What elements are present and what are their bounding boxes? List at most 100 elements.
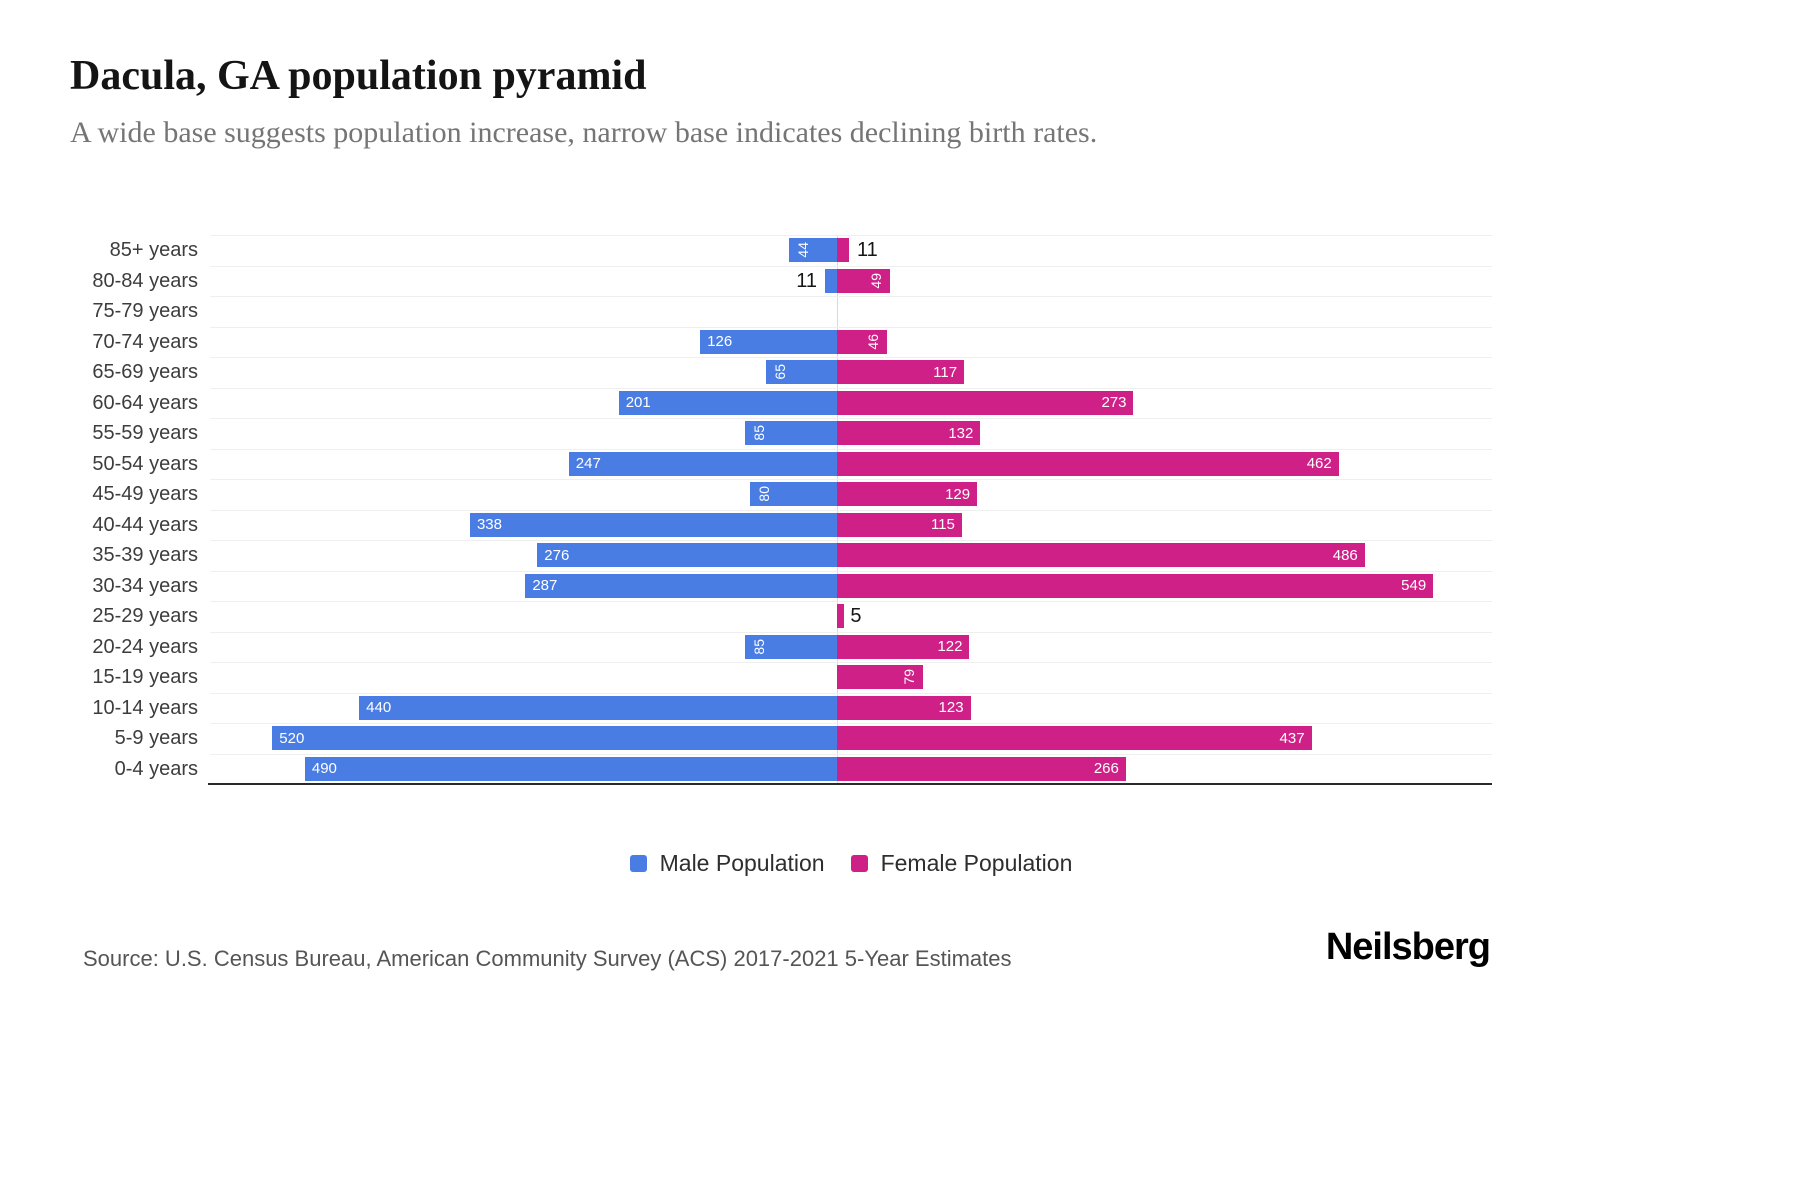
male-bar[interactable]: 201 <box>618 390 837 415</box>
y-axis-label: 30-34 years <box>92 574 198 597</box>
female-bar[interactable]: 486 <box>837 543 1365 568</box>
bar-value-label: 85 <box>750 425 767 442</box>
gridline <box>210 326 1492 328</box>
female-bar[interactable]: 46 <box>837 329 887 354</box>
bar-value-label: 65 <box>772 364 789 381</box>
male-bar[interactable]: 276 <box>537 543 837 568</box>
y-axis-label: 5-9 years <box>114 727 198 749</box>
y-axis-label: 65-69 years <box>92 361 198 383</box>
female-bar[interactable]: 549 <box>837 573 1434 598</box>
y-axis-label: 55-59 years <box>92 422 198 444</box>
female-bar[interactable]: 266 <box>837 756 1126 781</box>
female-bar[interactable]: 129 <box>837 482 978 507</box>
gridline <box>210 662 1492 663</box>
female-bar[interactable]: 437 <box>837 726 1312 751</box>
female-bar[interactable]: 49 <box>837 268 891 293</box>
male-bar[interactable]: 44 <box>789 238 837 263</box>
y-axis-label: 70-74 years <box>92 330 198 353</box>
male-bar[interactable] <box>825 268 837 293</box>
male-bar[interactable]: 490 <box>304 756 837 781</box>
bar-value-label: 46 <box>864 333 881 350</box>
male-bar[interactable]: 80 <box>750 482 837 507</box>
gridline <box>210 509 1492 511</box>
male-bar[interactable]: 440 <box>359 695 837 720</box>
legend-swatch-male-icon <box>629 855 647 872</box>
chart-subtitle: A wide base suggests population increase… <box>70 116 1098 149</box>
y-axis-label: 50-54 years <box>92 452 198 475</box>
plot-area: 44 11 126 65 201 85 247 80 338 276 287 85 440 520 490 1… <box>210 235 1492 784</box>
legend-item-male[interactable]: Male Population <box>629 850 825 877</box>
y-axis-label: 15-19 years <box>92 666 198 688</box>
bar-value-label: 440 <box>366 699 392 717</box>
male-bar[interactable]: 65 <box>766 360 837 385</box>
bar-value-label: 11 <box>796 269 818 292</box>
male-bar[interactable]: 247 <box>568 451 837 476</box>
male-bar[interactable]: 85 <box>744 421 837 446</box>
female-bar[interactable]: 115 <box>837 512 962 537</box>
gridline <box>210 357 1492 358</box>
gridline <box>210 235 1492 236</box>
legend-swatch-female-icon <box>850 855 868 872</box>
bar-value-label: 520 <box>279 729 305 747</box>
bar-value-label: 486 <box>1332 546 1358 564</box>
bar-value-label: 276 <box>544 546 570 564</box>
bar-value-label: 79 <box>900 669 917 686</box>
male-bar[interactable]: 338 <box>469 512 837 537</box>
bar-value-label: 273 <box>1101 394 1127 412</box>
gridline <box>210 387 1492 389</box>
female-bar[interactable]: 117 <box>837 360 965 385</box>
bar-value-label: 129 <box>945 485 971 503</box>
gridline <box>210 601 1492 602</box>
y-axis: 85+ years 80-84 years 75-79 years 70-74 yea… <box>0 235 198 784</box>
gridline <box>210 448 1492 450</box>
female-bar[interactable]: 123 <box>837 695 971 720</box>
gridline <box>210 570 1492 572</box>
bar-value-label: 490 <box>311 760 337 778</box>
female-bar[interactable] <box>837 604 844 629</box>
chart-title: Dacula, GA population pyramid <box>70 53 647 99</box>
male-bar[interactable]: 85 <box>744 634 837 659</box>
y-axis-label: 0-4 years <box>114 757 198 780</box>
y-axis-label: 20-24 years <box>92 635 198 658</box>
male-bar[interactable]: 287 <box>525 573 837 598</box>
bar-value-label: 85 <box>750 638 767 655</box>
legend-label-male: Male Population <box>659 850 825 876</box>
female-bar[interactable]: 79 <box>837 665 923 690</box>
bar-value-label: 49 <box>868 272 885 289</box>
bar-value-label: 287 <box>532 577 558 595</box>
y-axis-label: 25-29 years <box>92 605 198 627</box>
y-axis-label: 60-64 years <box>92 391 198 414</box>
source-text: Source: U.S. Census Bureau, American Com… <box>83 946 1012 971</box>
legend-item-female[interactable]: Female Population <box>850 850 1073 877</box>
bar-value-label: 5 <box>850 605 862 627</box>
bar-value-label: 123 <box>938 699 964 717</box>
female-bar[interactable]: 462 <box>837 451 1339 476</box>
bar-value-label: 338 <box>476 516 502 534</box>
gridline <box>210 296 1492 297</box>
bar-value-label: 80 <box>756 486 773 503</box>
male-bar[interactable]: 126 <box>700 329 837 354</box>
bar-value-label: 437 <box>1279 729 1305 747</box>
legend: Male Population Female Population <box>210 850 1492 877</box>
gridline <box>210 631 1492 633</box>
gridline <box>210 265 1492 267</box>
y-axis-label: 80-84 years <box>92 269 198 292</box>
female-bar[interactable]: 122 <box>837 634 970 659</box>
legend-label-female: Female Population <box>880 850 1073 876</box>
female-bar[interactable]: 132 <box>837 421 981 446</box>
y-axis-label: 85+ years <box>109 239 198 261</box>
bar-value-label: 247 <box>575 455 601 473</box>
male-bar[interactable]: 520 <box>272 726 837 751</box>
bar-value-label: 44 <box>795 242 812 259</box>
female-bar[interactable]: 273 <box>837 390 1134 415</box>
gridline <box>210 418 1492 419</box>
bar-value-label: 122 <box>937 638 963 656</box>
y-axis-label: 10-14 years <box>92 696 198 719</box>
gridline <box>210 723 1492 724</box>
y-axis-label: 75-79 years <box>92 300 198 322</box>
bar-value-label: 115 <box>930 516 955 534</box>
female-bar[interactable] <box>837 238 849 263</box>
bar-value-label: 201 <box>625 394 651 412</box>
population-pyramid-chart: 85+ years 80-84 years 75-79 years 70-74 yea… <box>0 235 1492 785</box>
